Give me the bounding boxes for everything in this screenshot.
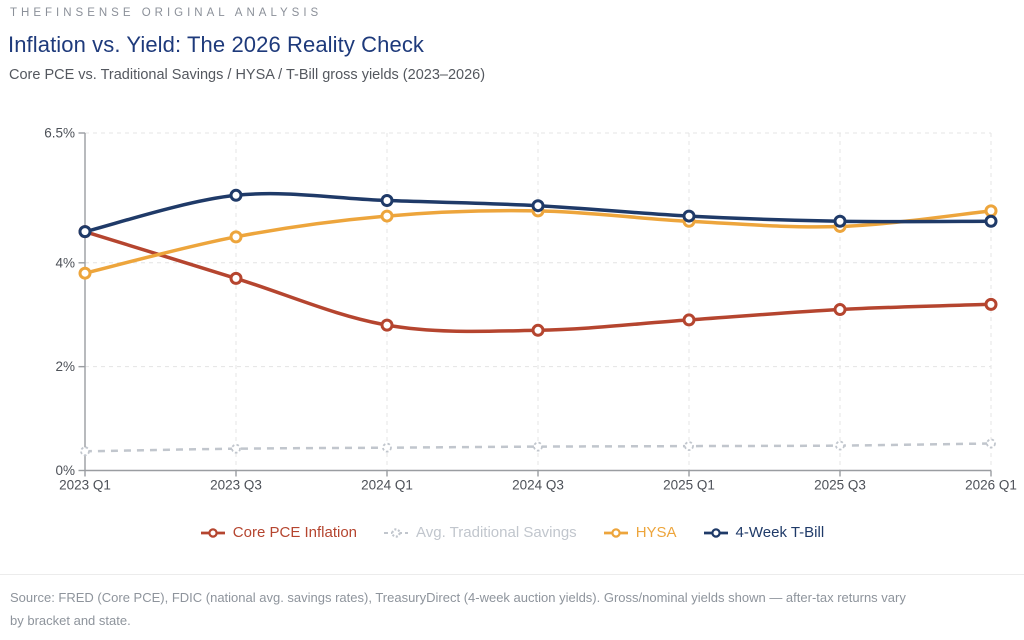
eyebrow-label: THEFINSENSE ORIGINAL ANALYSIS xyxy=(10,7,323,19)
x-tick-label: 2023 Q1 xyxy=(59,478,111,493)
x-tick-label: 2026 Q1 xyxy=(965,478,1017,493)
marker-hysa xyxy=(380,209,394,223)
x-tick-label: 2024 Q3 xyxy=(512,478,564,493)
marker-avg-traditional-savings xyxy=(835,440,845,451)
marker-avg-traditional-savings xyxy=(231,443,241,454)
line-chart: 0% 2% 4% 6.5% 2023 Q1 2023 Q3 2024 Q1 2024 Q3 20… xyxy=(44,126,1017,493)
marker-core-pce-inflation xyxy=(984,297,998,311)
marker-core-pce-inflation xyxy=(531,323,545,337)
marker-avg-traditional-savings xyxy=(533,441,543,452)
legend-marker-icon xyxy=(703,527,728,538)
legend-item-hysa: HYSA xyxy=(603,524,677,541)
x-tick-label: 2025 Q3 xyxy=(814,478,866,493)
chart-legend: Core PCE Inflation Avg. Traditional Savin… xyxy=(0,524,1024,541)
legend-label: HYSA xyxy=(635,524,677,541)
legend-marker-icon xyxy=(200,527,225,538)
marker-core-pce-inflation xyxy=(833,303,847,317)
x-tick-label: 2025 Q1 xyxy=(663,478,715,493)
legend-marker-icon xyxy=(384,527,409,538)
source-note: Source: FRED (Core PCE), FDIC (national … xyxy=(10,586,1018,632)
marker-avg-traditional-savings xyxy=(382,442,392,453)
marker-hysa xyxy=(984,204,998,218)
marker-4-week-t-bill xyxy=(380,194,394,207)
x-tick-label: 2023 Q3 xyxy=(210,478,262,493)
marker-hysa xyxy=(78,266,92,280)
marker-core-pce-inflation xyxy=(229,271,243,285)
marker-core-pce-inflation xyxy=(682,313,696,327)
marker-avg-traditional-savings xyxy=(684,441,694,451)
x-tick-label: 2024 Q1 xyxy=(361,478,413,493)
y-tick-label: 2% xyxy=(55,359,75,374)
source-note-line2: by bracket and state. xyxy=(10,613,131,628)
marker-hysa xyxy=(229,230,243,244)
marker-4-week-t-bill xyxy=(833,214,847,228)
y-tick-label: 0% xyxy=(55,463,75,478)
legend-label: Core PCE Inflation xyxy=(232,524,358,541)
marker-4-week-t-bill xyxy=(229,188,243,202)
marker-avg-traditional-savings xyxy=(986,438,996,449)
footer-divider xyxy=(0,574,1024,575)
legend-label: Avg. Traditional Savings xyxy=(416,524,577,541)
marker-core-pce-inflation xyxy=(380,318,394,332)
legend-item-core-pce-inflation: Core PCE Inflation xyxy=(200,524,357,541)
page-subtitle: Core PCE vs. Traditional Savings / HYSA … xyxy=(9,67,486,83)
marker-4-week-t-bill xyxy=(531,199,545,213)
y-tick-label: 6.5% xyxy=(44,126,75,141)
page-title: Inflation vs. Yield: The 2026 Reality Ch… xyxy=(8,32,425,57)
marker-4-week-t-bill xyxy=(78,225,92,239)
source-note-line1: Source: FRED (Core PCE), FDIC (national … xyxy=(10,590,906,605)
legend-item-4-week-t-bill: 4-Week T-Bill xyxy=(703,524,825,541)
marker-4-week-t-bill xyxy=(984,214,998,228)
y-tick-label: 4% xyxy=(55,255,75,270)
legend-item-avg-traditional-savings: Avg. Traditional Savings xyxy=(383,524,577,541)
marker-avg-traditional-savings xyxy=(80,446,90,457)
legend-label: 4-Week T-Bill xyxy=(735,524,825,541)
legend-marker-icon xyxy=(603,527,628,538)
marker-4-week-t-bill xyxy=(682,209,696,223)
